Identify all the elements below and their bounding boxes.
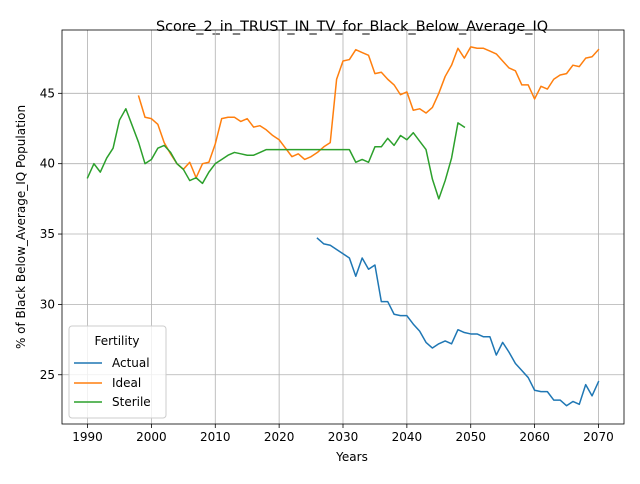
y-axis-label: % of Black Below_Average_IQ Population bbox=[14, 105, 28, 349]
legend-label-ideal: Ideal bbox=[112, 376, 141, 390]
x-tick-label: 2000 bbox=[136, 430, 167, 444]
x-tick-label: 2010 bbox=[200, 430, 231, 444]
y-tick-label: 30 bbox=[40, 297, 55, 311]
x-tick-label: 2040 bbox=[392, 430, 423, 444]
x-tick-label: 2020 bbox=[264, 430, 295, 444]
x-tick-label: 2050 bbox=[455, 430, 486, 444]
legend-label-sterile: Sterile bbox=[112, 395, 151, 409]
legend-label-actual: Actual bbox=[112, 356, 150, 370]
x-tick-label: 2030 bbox=[328, 430, 359, 444]
series-line-actual bbox=[316, 237, 600, 407]
series-layer bbox=[86, 46, 600, 407]
x-axis-label: Years bbox=[335, 450, 368, 464]
x-tick-label: 1990 bbox=[72, 430, 103, 444]
chart-title: Score_2_in_TRUST_IN_TV_for_Black_Below_A… bbox=[156, 19, 548, 35]
legend-title: Fertility bbox=[94, 334, 139, 348]
legend-box bbox=[68, 325, 167, 419]
y-tick-label: 35 bbox=[40, 227, 55, 241]
y-axis-ticks: 25 30 35 40 45 bbox=[40, 86, 62, 382]
x-tick-label: 2070 bbox=[583, 430, 614, 444]
y-tick-label: 40 bbox=[40, 157, 55, 171]
y-tick-label: 25 bbox=[40, 368, 55, 382]
series-line-sterile bbox=[86, 108, 466, 200]
legend: Fertility Actual Ideal Sterile bbox=[68, 325, 167, 419]
y-tick-label: 45 bbox=[40, 86, 55, 100]
grid bbox=[62, 30, 624, 424]
x-axis-ticks: 1990 2000 2010 2020 2030 2040 2050 2060 2070 bbox=[72, 424, 614, 444]
series-line-ideal bbox=[137, 46, 600, 179]
x-tick-label: 2060 bbox=[519, 430, 550, 444]
